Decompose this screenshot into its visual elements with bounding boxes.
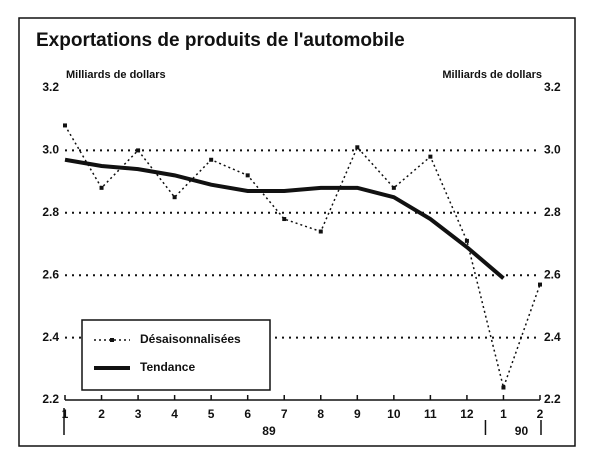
- point: [245, 173, 250, 178]
- y-tick-label: 3.2: [42, 80, 59, 94]
- y-tick-label: 3.0: [42, 143, 59, 157]
- y-tick-label: 2.8: [42, 205, 59, 219]
- y-tick-label: 2.6: [42, 267, 59, 281]
- legend: [81, 319, 271, 391]
- y2-axis-label: Milliards de dollars: [442, 69, 542, 81]
- point: [282, 217, 287, 222]
- legend-label: Désaisonnalisées: [140, 332, 241, 346]
- point: [209, 157, 214, 162]
- x-tick-label: 1: [62, 407, 69, 421]
- chart-title: Exportations de produits de l'automobile: [36, 30, 405, 51]
- point: [99, 185, 104, 190]
- point: [464, 238, 469, 243]
- point: [501, 385, 506, 390]
- legend-point: [110, 338, 114, 342]
- x-tick-label: 7: [281, 407, 288, 421]
- x-tick-label: 3: [135, 407, 142, 421]
- x-tick-label: 5: [208, 407, 215, 421]
- point: [428, 154, 433, 159]
- point: [172, 195, 177, 200]
- y-axis-label: Milliards de dollars: [66, 69, 166, 81]
- series-line: [64, 157, 505, 280]
- x-tick-label: 10: [387, 407, 401, 421]
- year-label: 89: [262, 424, 276, 438]
- y-tick-label: 2.2: [42, 392, 59, 406]
- point: [391, 185, 396, 190]
- x-tick-label: 6: [244, 407, 251, 421]
- y2-tick-label: 2.2: [544, 392, 561, 406]
- point: [63, 123, 67, 128]
- point: [355, 145, 360, 150]
- x-tick-label: 9: [354, 407, 361, 421]
- point: [538, 282, 542, 287]
- x-tick-label: 4: [171, 407, 178, 421]
- frame: [18, 17, 576, 447]
- point: [136, 148, 141, 153]
- y2-tick-label: 2.4: [544, 330, 561, 344]
- y2-tick-label: 2.8: [544, 205, 561, 219]
- x-tick-label: 12: [460, 407, 474, 421]
- year-label: 90: [515, 424, 529, 438]
- y2-tick-label: 3.0: [544, 143, 561, 157]
- x-tick-label: 1: [500, 407, 507, 421]
- x-tick-label: 2: [537, 407, 544, 421]
- x-tick-label: 11: [424, 407, 437, 421]
- x-tick-label: 2: [98, 407, 105, 421]
- y2-tick-label: 3.2: [544, 80, 561, 94]
- x-tick-label: 8: [317, 407, 324, 421]
- legend-label: Tendance: [140, 360, 195, 374]
- point: [318, 229, 323, 234]
- y2-tick-label: 2.6: [544, 267, 561, 281]
- y-tick-label: 2.4: [42, 330, 59, 344]
